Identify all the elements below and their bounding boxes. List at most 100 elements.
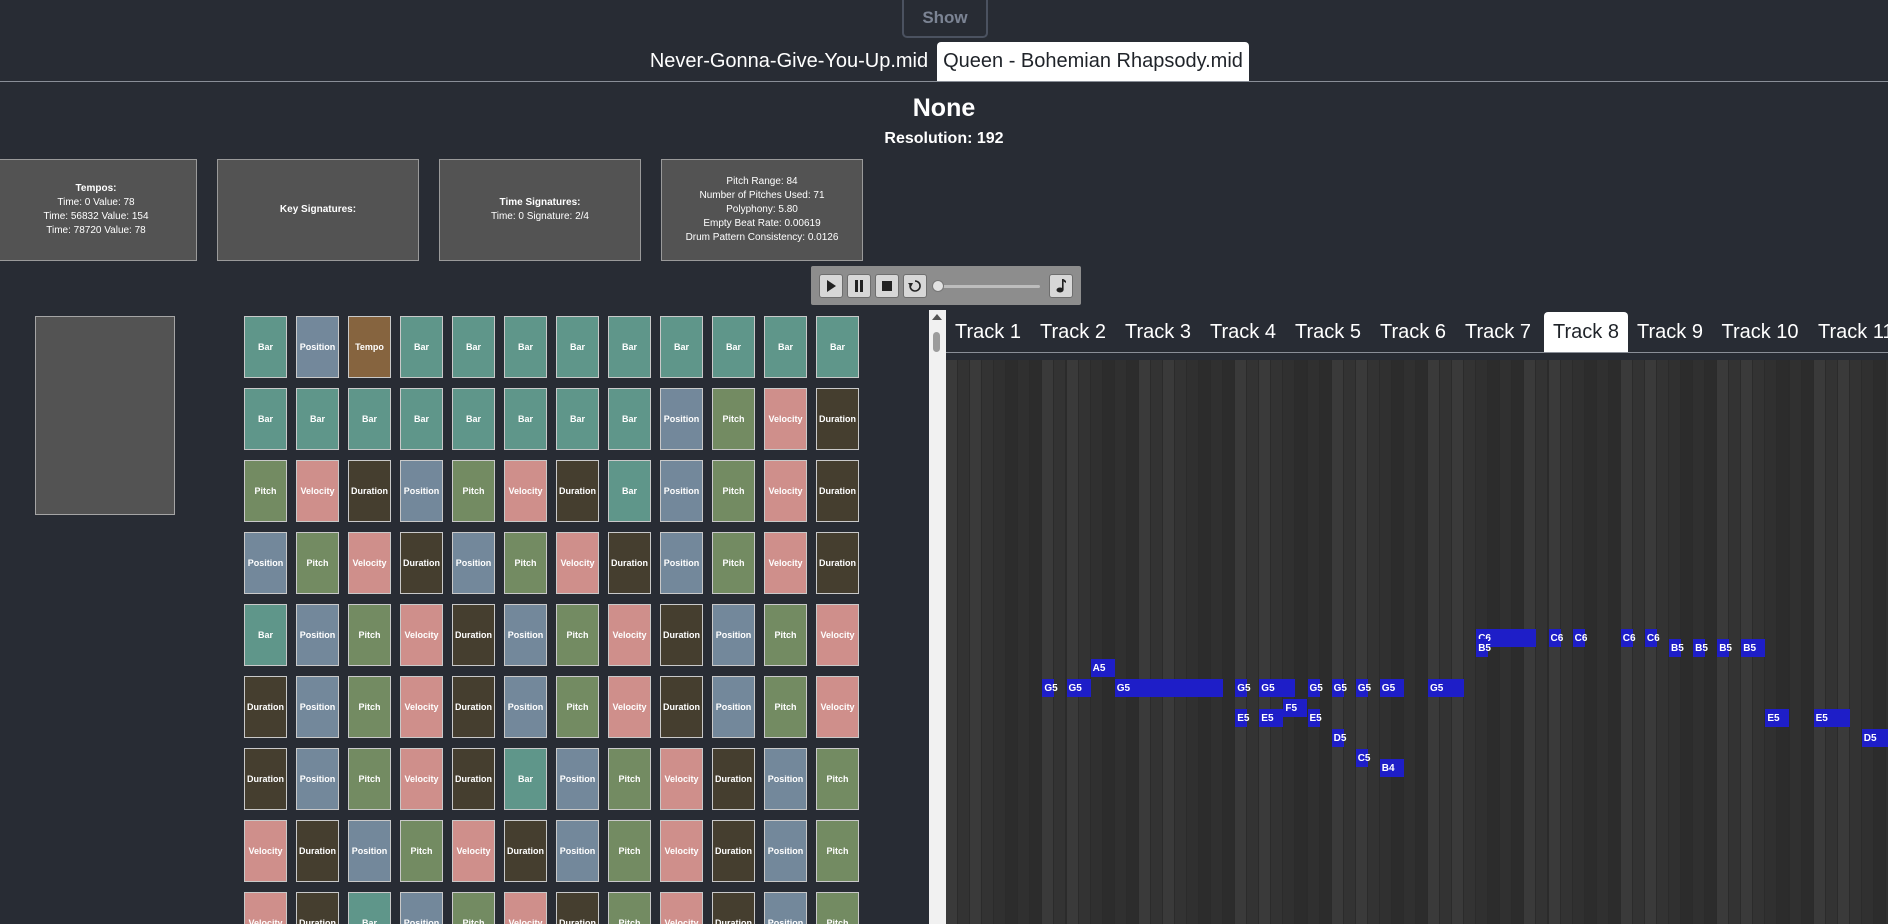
token-velocity[interactable]: Velocity — [452, 820, 495, 882]
token-duration[interactable]: Duration — [712, 748, 755, 810]
token-pitch[interactable]: Pitch — [712, 388, 755, 450]
token-bar[interactable]: Bar — [452, 388, 495, 450]
play-button[interactable] — [819, 274, 843, 298]
token-velocity[interactable]: Velocity — [296, 460, 339, 522]
token-position[interactable]: Position — [348, 820, 391, 882]
token-bar[interactable]: Bar — [556, 388, 599, 450]
token-pitch[interactable]: Pitch — [556, 604, 599, 666]
token-bar[interactable]: Bar — [608, 388, 651, 450]
token-velocity[interactable]: Velocity — [764, 532, 807, 594]
tab-track-2[interactable]: Track 2 — [1040, 320, 1106, 343]
token-pitch[interactable]: Pitch — [608, 748, 651, 810]
token-duration[interactable]: Duration — [660, 676, 703, 738]
token-velocity[interactable]: Velocity — [764, 460, 807, 522]
file-tab-bohemian-rhapsody[interactable]: Queen - Bohemian Rhapsody.mid — [937, 42, 1249, 81]
midi-note[interactable] — [1259, 679, 1296, 697]
token-velocity[interactable]: Velocity — [400, 604, 443, 666]
token-bar[interactable]: Bar — [504, 748, 547, 810]
token-duration[interactable]: Duration — [556, 460, 599, 522]
midi-note[interactable] — [1066, 679, 1091, 697]
tab-track-9[interactable]: Track 9 — [1637, 320, 1703, 343]
token-position[interactable]: Position — [400, 892, 443, 924]
token-pitch[interactable]: Pitch — [712, 460, 755, 522]
stop-button[interactable] — [875, 274, 899, 298]
token-velocity[interactable]: Velocity — [400, 748, 443, 810]
token-position[interactable]: Position — [556, 748, 599, 810]
midi-note[interactable] — [1307, 679, 1320, 697]
token-pitch[interactable]: Pitch — [504, 532, 547, 594]
token-position[interactable]: Position — [660, 388, 703, 450]
token-velocity[interactable]: Velocity — [244, 892, 287, 924]
token-pitch[interactable]: Pitch — [556, 676, 599, 738]
token-bar[interactable]: Bar — [556, 316, 599, 378]
midi-note[interactable] — [1259, 709, 1284, 727]
token-bar[interactable]: Bar — [712, 316, 755, 378]
token-pitch[interactable]: Pitch — [348, 676, 391, 738]
token-position[interactable]: Position — [244, 532, 287, 594]
token-pitch[interactable]: Pitch — [296, 532, 339, 594]
scrollbar[interactable] — [929, 310, 946, 924]
token-bar[interactable]: Bar — [244, 388, 287, 450]
seek-slider-track[interactable] — [942, 285, 1040, 288]
token-pitch[interactable]: Pitch — [816, 820, 859, 882]
piano-roll[interactable]: A5 G5 G5 G5 G5 G5 G5 G5 G5 G5 G5 F5 E5 E5 E5 E5 E5 D5 D5 C5… — [946, 360, 1888, 924]
scrollbar-thumb[interactable] — [933, 332, 940, 352]
loop-button[interactable] — [903, 274, 927, 298]
token-position[interactable]: Position — [504, 676, 547, 738]
token-pitch[interactable]: Pitch — [452, 892, 495, 924]
token-pitch[interactable]: Pitch — [400, 820, 443, 882]
token-duration[interactable]: Duration — [452, 676, 495, 738]
midi-note[interactable] — [1235, 679, 1248, 697]
token-position[interactable]: Position — [712, 604, 755, 666]
token-duration[interactable]: Duration — [816, 532, 859, 594]
token-bar[interactable]: Bar — [452, 316, 495, 378]
token-duration[interactable]: Duration — [452, 748, 495, 810]
midi-note[interactable] — [1355, 749, 1368, 767]
tab-track-10[interactable]: Track 10 — [1721, 320, 1799, 343]
token-bar[interactable]: Bar — [608, 460, 651, 522]
token-velocity[interactable]: Velocity — [608, 676, 651, 738]
token-velocity[interactable]: Velocity — [764, 388, 807, 450]
token-pitch[interactable]: Pitch — [244, 460, 287, 522]
token-velocity[interactable]: Velocity — [244, 820, 287, 882]
token-position[interactable]: Position — [764, 892, 807, 924]
midi-note[interactable] — [1283, 699, 1308, 717]
token-velocity[interactable]: Velocity — [660, 892, 703, 924]
token-velocity[interactable]: Velocity — [660, 820, 703, 882]
midi-note[interactable] — [1114, 679, 1224, 697]
tab-track-11[interactable]: Track 11 — [1818, 320, 1888, 343]
token-bar[interactable]: Bar — [348, 388, 391, 450]
token-bar[interactable]: Bar — [244, 316, 287, 378]
token-bar[interactable]: Bar — [764, 316, 807, 378]
token-duration[interactable]: Duration — [296, 892, 339, 924]
token-duration[interactable]: Duration — [244, 676, 287, 738]
token-bar[interactable]: Bar — [348, 892, 391, 924]
token-velocity[interactable]: Velocity — [660, 748, 703, 810]
scroll-up-arrow-icon[interactable] — [932, 314, 942, 320]
token-bar[interactable]: Bar — [504, 388, 547, 450]
token-bar[interactable]: Bar — [608, 316, 651, 378]
midi-note[interactable] — [1090, 659, 1115, 677]
token-duration[interactable]: Duration — [348, 460, 391, 522]
tab-track-6[interactable]: Track 6 — [1380, 320, 1446, 343]
midi-note[interactable] — [1331, 729, 1344, 747]
token-position[interactable]: Position — [504, 604, 547, 666]
token-duration[interactable]: Duration — [400, 532, 443, 594]
token-position[interactable]: Position — [660, 532, 703, 594]
file-tab-never-gonna-give-you-up[interactable]: Never-Gonna-Give-You-Up.mid — [649, 50, 929, 72]
token-duration[interactable]: Duration — [608, 532, 651, 594]
token-position[interactable]: Position — [764, 820, 807, 882]
token-position[interactable]: Position — [400, 460, 443, 522]
token-pitch[interactable]: Pitch — [608, 892, 651, 924]
show-button[interactable]: Show — [902, 0, 988, 38]
instrument-button[interactable] — [1049, 274, 1073, 298]
token-pitch[interactable]: Pitch — [348, 604, 391, 666]
midi-note[interactable] — [1861, 729, 1888, 747]
token-pitch[interactable]: Pitch — [816, 892, 859, 924]
token-velocity[interactable]: Velocity — [816, 604, 859, 666]
midi-note[interactable] — [1669, 639, 1682, 657]
seek-slider-thumb[interactable] — [932, 280, 944, 292]
token-bar[interactable]: Bar — [244, 604, 287, 666]
token-velocity[interactable]: Velocity — [504, 892, 547, 924]
midi-note[interactable] — [1620, 629, 1633, 647]
